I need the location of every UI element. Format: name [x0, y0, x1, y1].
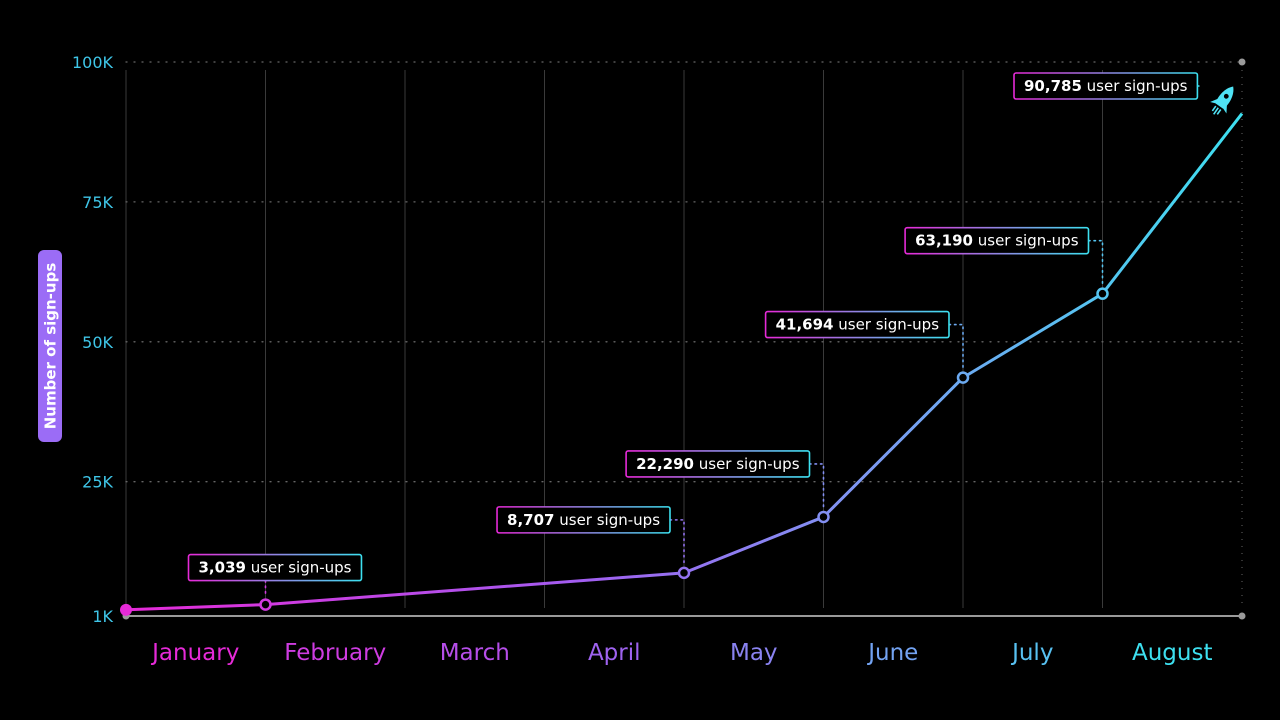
callout-connector — [808, 463, 825, 510]
x-tick-label: April — [588, 640, 641, 666]
y-tick-label: 25K — [82, 473, 113, 492]
x-tick-label: March — [440, 640, 510, 666]
data-point — [817, 510, 830, 524]
x-tick-label: February — [284, 640, 386, 666]
callout-border — [187, 553, 363, 582]
callout-border — [1013, 72, 1199, 100]
callout-connector — [948, 323, 964, 371]
callout-box: 3,039 user sign-ups — [187, 553, 363, 582]
callout-border — [496, 506, 671, 534]
x-tick-label: January — [150, 640, 239, 666]
callout-value: 8,707 — [507, 511, 554, 529]
callout-label: 22,290 user sign-ups — [636, 455, 800, 473]
callout-suffix: user sign-ups — [694, 455, 800, 473]
callout-label: 90,785 user sign-ups — [1024, 77, 1188, 95]
data-point-start — [120, 603, 132, 616]
y-tick-label: 50K — [82, 333, 113, 352]
y-tick-label: 75K — [82, 193, 113, 212]
callout-suffix: user sign-ups — [246, 559, 352, 577]
callout-value: 90,785 — [1024, 77, 1082, 95]
series-line — [120, 86, 1244, 616]
x-tick-label: July — [1010, 640, 1053, 666]
data-point — [677, 566, 691, 580]
callout-value: 41,694 — [776, 316, 834, 334]
callout-box: 41,694 user sign-ups — [764, 310, 950, 339]
x-tick-label: June — [866, 640, 918, 666]
callout-border — [625, 450, 811, 478]
y-tick-label: 100K — [72, 53, 114, 72]
callout-label: 3,039 user sign-ups — [199, 559, 352, 577]
data-point — [259, 598, 272, 611]
callout-box: 8,707 user sign-ups — [496, 506, 671, 534]
callout-suffix: user sign-ups — [554, 511, 660, 529]
callout-label: 63,190 user sign-ups — [915, 232, 1079, 250]
callout-connector — [1087, 239, 1104, 287]
axes: 1K 25K 50K 75K 100K January February March April… — [72, 53, 1246, 666]
data-point — [1096, 287, 1109, 300]
callout-value: 63,190 — [915, 232, 973, 250]
axis-end-dot — [1238, 612, 1246, 620]
callout-suffix: user sign-ups — [1082, 77, 1188, 95]
y-tick-label: 1K — [92, 607, 113, 626]
callout-border — [904, 226, 1090, 255]
rocket-icon — [1210, 86, 1234, 115]
top-corner-dot — [1238, 58, 1246, 66]
x-tick-label: August — [1132, 640, 1213, 666]
callout-box: 22,290 user sign-ups — [625, 450, 811, 478]
x-tick-label: May — [730, 640, 778, 666]
callout-label: 41,694 user sign-ups — [776, 316, 940, 334]
callout-connector — [669, 519, 685, 566]
callout-label: 8,707 user sign-ups — [507, 511, 660, 529]
callout-border — [764, 310, 950, 339]
data-point — [956, 371, 970, 384]
callout-value: 22,290 — [636, 455, 694, 473]
callout-box: 63,190 user sign-ups — [904, 226, 1090, 255]
callout-value: 3,039 — [199, 559, 246, 577]
callout-suffix: user sign-ups — [973, 232, 1079, 250]
y-axis-title: Number of sign-ups — [38, 250, 62, 442]
callout-box: 90,785 user sign-ups — [1013, 72, 1199, 100]
callout-suffix: user sign-ups — [833, 316, 939, 334]
